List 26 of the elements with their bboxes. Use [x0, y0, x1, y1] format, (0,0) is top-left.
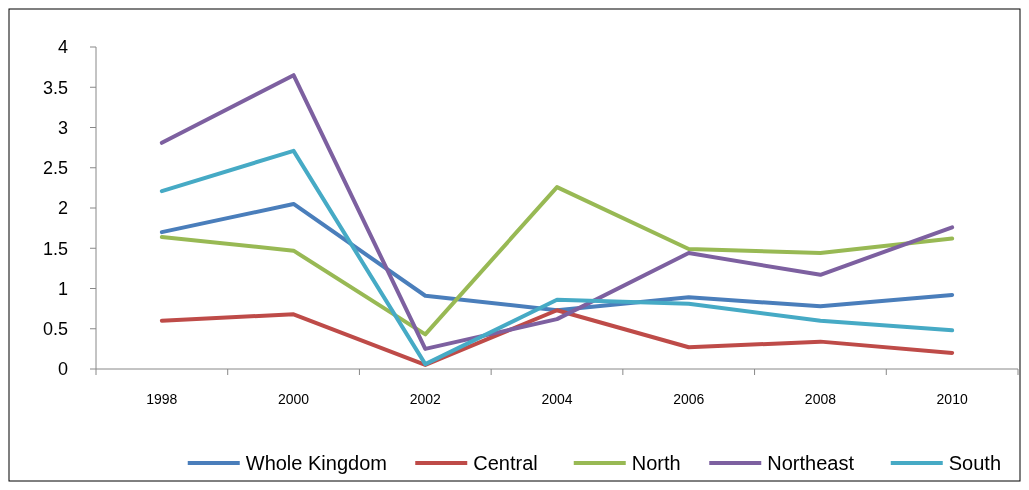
- y-tick-label: 2.5: [42, 158, 68, 179]
- legend-label: Whole Kingdom: [245, 452, 387, 474]
- x-tick-label: 2010: [936, 391, 968, 407]
- legend-label: North: [631, 452, 681, 474]
- y-tick-label: 4: [57, 37, 68, 58]
- x-tick-label: 2008: [804, 391, 837, 407]
- y-tick-label: 1: [57, 278, 68, 299]
- y-tick-label: 1.5: [42, 238, 68, 259]
- y-tick-label: 0.5: [42, 319, 68, 340]
- line-series: [159, 148, 955, 367]
- y-tick-label: 0: [57, 359, 68, 380]
- x-tick-label: 2004: [541, 391, 573, 407]
- line-series: [159, 201, 955, 313]
- line-series: [159, 185, 955, 337]
- x-tick-label: 2002: [409, 391, 442, 407]
- y-tick-label: 3.5: [42, 77, 68, 98]
- line-series: [159, 73, 955, 351]
- legend-label: Northeast: [767, 452, 855, 474]
- x-tick-label: 2000: [277, 391, 310, 407]
- y-tick-label: 3: [57, 117, 68, 138]
- x-tick-label: 2006: [673, 391, 705, 407]
- legend-label: Central: [473, 452, 538, 474]
- line-series: [159, 308, 955, 367]
- x-tick-label: 1998: [146, 391, 178, 407]
- legend-label: South: [948, 452, 1002, 474]
- y-tick-label: 2: [57, 198, 68, 219]
